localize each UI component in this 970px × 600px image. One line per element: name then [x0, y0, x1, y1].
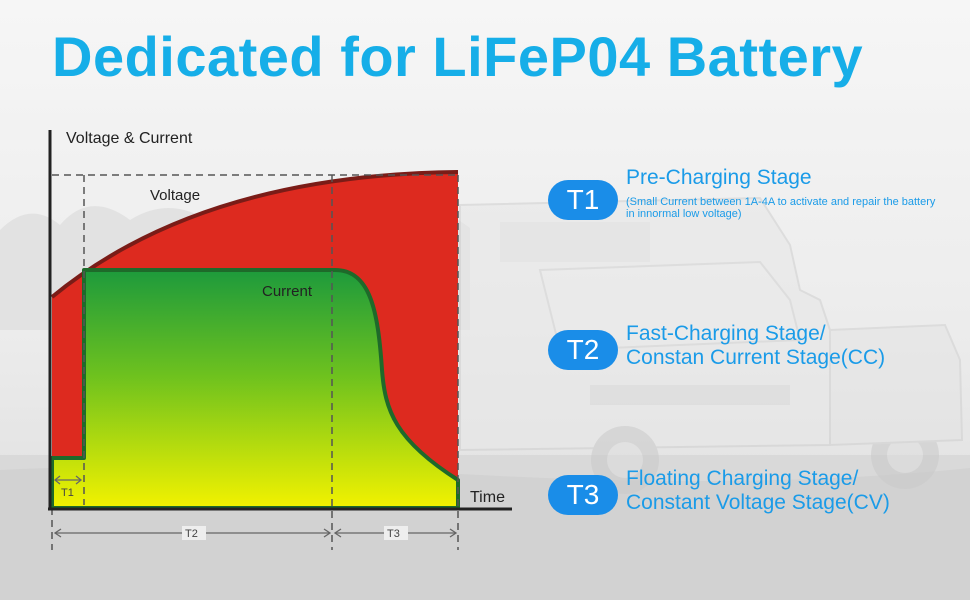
stage-badge-t2: T2: [548, 330, 618, 370]
stage-title-t2-line1: Fast-Charging Stage/: [626, 322, 826, 345]
span-label-t3: T3: [387, 528, 400, 540]
x-axis-label: Time: [470, 489, 505, 506]
rv-silhouette: [459, 196, 964, 494]
stage-title-t3-line2: Constant Voltage Stage(CV): [626, 491, 890, 514]
y-axis-label: Voltage & Current: [66, 130, 193, 147]
stage-badge-t1: T1: [548, 180, 618, 220]
span-label-t1: T1: [61, 487, 74, 499]
stage-badge-t3: T3: [548, 475, 618, 515]
voltage-label: Voltage: [150, 187, 200, 204]
guide-lines: [51, 174, 459, 550]
stage-note-t1: (Small Current between 1A-4A to activate…: [626, 196, 936, 220]
current-label: Current: [262, 283, 313, 300]
current-area: [50, 268, 460, 510]
span-label-t2: T2: [185, 528, 198, 540]
stage-title-t2-line2: Constan Current Stage(CC): [626, 346, 886, 369]
stage-title-t1: Pre-Charging Stage: [626, 166, 812, 189]
page-title: Dedicated for LiFeP04 Battery: [52, 25, 864, 88]
stage-title-t3-line1: Floating Charging Stage/: [626, 467, 859, 490]
